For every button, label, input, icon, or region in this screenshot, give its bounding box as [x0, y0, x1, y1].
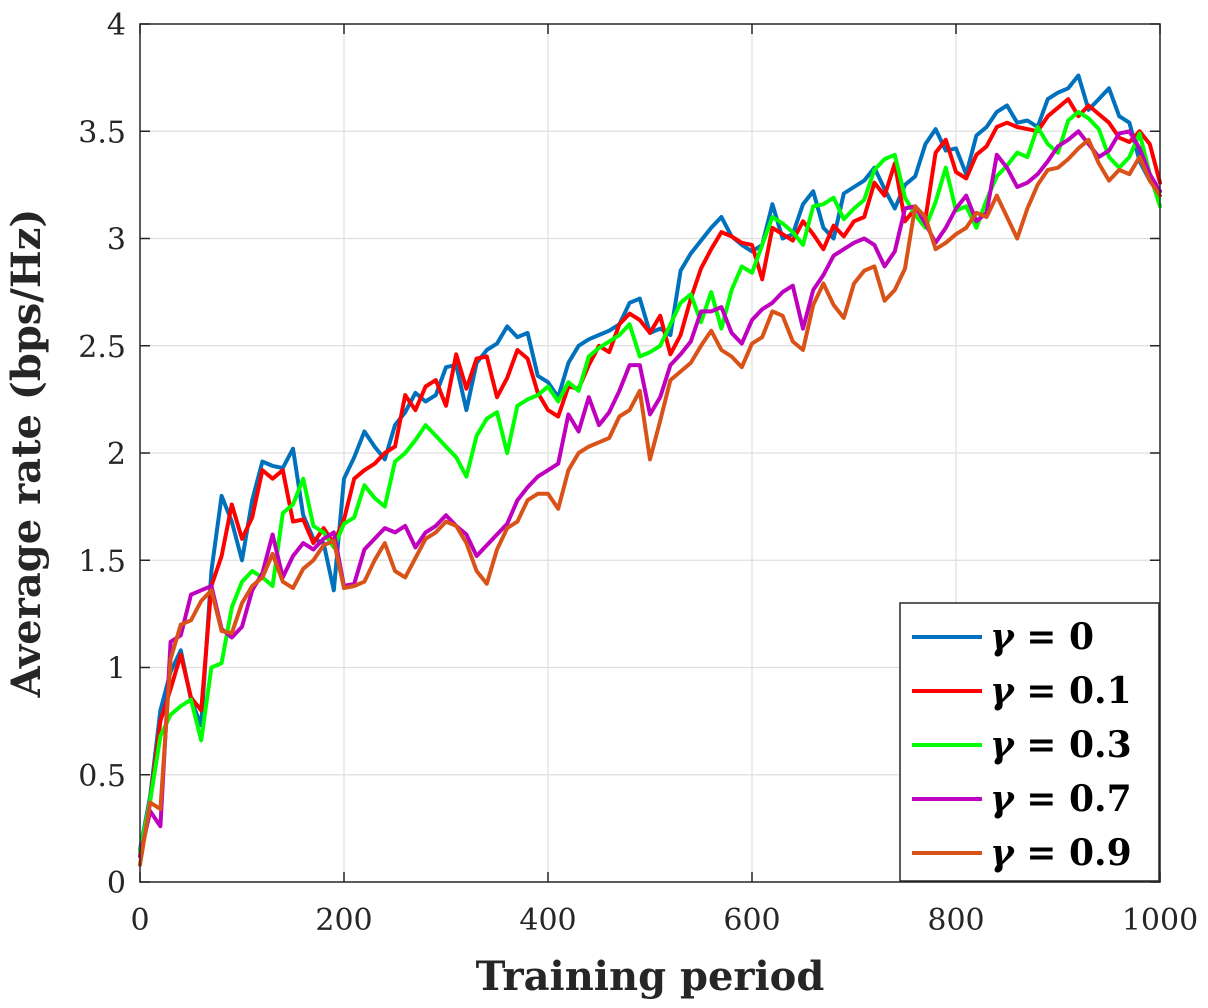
y-tick-label: 2	[107, 437, 126, 472]
x-axis-tick-labels: 0 200 400 600 800 1000	[130, 903, 1198, 938]
legend-label-3: γ = 0.7	[990, 778, 1132, 820]
grid-lines	[140, 24, 1160, 882]
legend-label-1: γ = 0.1	[990, 670, 1132, 712]
series-lines	[138, 73, 1162, 867]
legend-symbol: γ	[990, 724, 1016, 766]
y-tick-label: 2.5	[78, 330, 126, 365]
x-tick-label: 600	[723, 903, 780, 938]
legend-items: γ = 0γ = 0.1γ = 0.3γ = 0.7γ = 0.9	[912, 616, 1132, 874]
legend-value: 0.9	[1069, 832, 1132, 874]
y-axis-tick-labels: 0 0.5 1 1.5 2 2.5 3 3.5 4	[78, 8, 126, 901]
series-line-4	[138, 137, 1162, 867]
y-tick-label: 3	[107, 223, 126, 258]
legend-symbol: γ	[990, 832, 1016, 874]
legend-box	[899, 602, 1160, 882]
legend-equals: =	[1014, 616, 1069, 658]
legend-equals: =	[1014, 778, 1069, 820]
y-tick-label: 0.5	[78, 759, 126, 794]
legend-value: 0	[1069, 616, 1094, 658]
series-line-1	[138, 97, 1162, 859]
legend-label-0: γ = 0	[990, 616, 1094, 658]
series-line-3	[138, 129, 1162, 859]
y-tick-label: 0	[107, 866, 126, 901]
legend-value: 0.7	[1069, 778, 1132, 820]
y-tick-label: 3.5	[78, 115, 126, 150]
legend-symbol: γ	[990, 616, 1016, 658]
legend-label-2: γ = 0.3	[990, 724, 1132, 766]
legend-label-4: γ = 0.9	[990, 832, 1132, 874]
legend-value: 0.3	[1069, 724, 1132, 766]
legend-equals: =	[1014, 724, 1069, 766]
y-tick-label: 1.5	[78, 544, 126, 579]
legend-symbol: γ	[990, 670, 1016, 712]
y-tick-label: 1	[107, 652, 126, 687]
legend-equals: =	[1014, 670, 1069, 712]
x-tick-label: 800	[927, 903, 984, 938]
x-tick-label: 400	[519, 903, 576, 938]
x-tick-label: 200	[315, 903, 372, 938]
x-tick-label: 1000	[1122, 903, 1198, 938]
legend-value: 0.1	[1069, 670, 1132, 712]
legend-symbol: γ	[990, 778, 1016, 820]
x-axis-title: Training period	[476, 953, 825, 1000]
y-axis-title: Average rate (bps/Hz)	[3, 209, 50, 699]
y-tick-label: 4	[107, 8, 126, 43]
legend: γ = 0γ = 0.1γ = 0.3γ = 0.7γ = 0.9	[899, 602, 1160, 882]
x-tick-label: 0	[130, 903, 149, 938]
legend-equals: =	[1014, 832, 1069, 874]
